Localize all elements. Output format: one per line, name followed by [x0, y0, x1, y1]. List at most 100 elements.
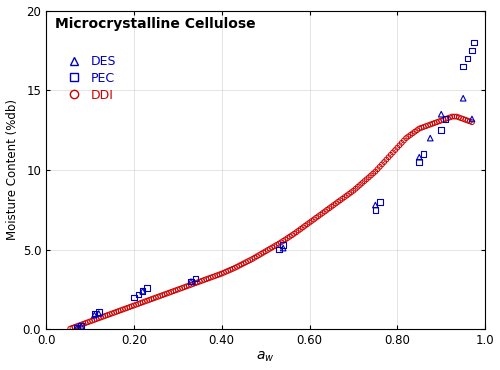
PEC [95, 309, 103, 315]
DDI [176, 286, 184, 292]
DES [372, 202, 380, 208]
PEC [442, 116, 450, 122]
DDI [462, 117, 469, 123]
DDI [216, 272, 224, 278]
DDI [450, 114, 458, 120]
DDI [248, 256, 256, 262]
DDI [316, 212, 324, 218]
DDI [226, 267, 234, 273]
DDI [466, 118, 474, 124]
DDI [306, 220, 314, 226]
PEC [416, 159, 424, 165]
DDI [321, 208, 329, 214]
DDI [255, 252, 263, 258]
DDI [198, 278, 206, 284]
DDI [301, 223, 309, 229]
DES [77, 323, 85, 329]
DDI [420, 124, 428, 130]
DDI [367, 172, 375, 178]
DES [138, 288, 146, 294]
DDI [330, 202, 338, 208]
DDI [299, 225, 307, 231]
DDI [104, 312, 112, 318]
PEC [464, 56, 471, 61]
DDI [286, 234, 294, 240]
DDI [382, 157, 390, 162]
DDI [380, 159, 388, 165]
DDI [228, 266, 236, 272]
DDI [262, 248, 270, 254]
PEC [279, 242, 287, 248]
DDI [121, 306, 129, 312]
DDI [77, 322, 85, 327]
DDI [464, 118, 471, 124]
DDI [238, 262, 246, 268]
DDI [141, 299, 149, 305]
PEC [130, 295, 138, 300]
PEC [459, 63, 467, 69]
DDI [328, 204, 336, 210]
DDI [372, 169, 380, 175]
DDI [428, 121, 436, 127]
DDI [112, 309, 120, 315]
DDI [389, 149, 397, 155]
DDI [440, 117, 448, 123]
DDI [231, 265, 239, 271]
DDI [95, 315, 103, 321]
DDI [270, 243, 278, 249]
DDI [150, 295, 158, 301]
DDI [374, 166, 382, 172]
DDI [292, 229, 300, 235]
DDI [290, 231, 298, 237]
DDI [90, 317, 98, 323]
DDI [386, 152, 394, 158]
Y-axis label: Moisture Content (%db): Moisture Content (%db) [6, 100, 18, 240]
DDI [253, 253, 261, 259]
DDI [165, 290, 173, 296]
DDI [308, 218, 316, 224]
DDI [170, 288, 177, 294]
DDI [86, 319, 94, 324]
DDI [84, 319, 92, 325]
DES [90, 312, 98, 318]
DDI [160, 291, 168, 297]
DDI [119, 306, 127, 312]
DDI [134, 301, 142, 307]
DDI [312, 215, 320, 221]
DDI [209, 274, 217, 280]
DDI [318, 210, 326, 216]
DDI [106, 311, 114, 317]
PEC [90, 310, 98, 316]
DDI [277, 239, 285, 245]
DDI [114, 308, 122, 314]
DDI [224, 268, 232, 274]
DDI [326, 205, 334, 211]
DDI [126, 304, 134, 310]
DDI [402, 135, 410, 141]
X-axis label: $a_w$: $a_w$ [256, 350, 275, 364]
DDI [97, 314, 105, 320]
DDI [218, 270, 226, 276]
DDI [130, 303, 138, 309]
DDI [222, 269, 230, 275]
DDI [275, 240, 283, 246]
PEC [376, 199, 384, 205]
DDI [400, 138, 408, 144]
DDI [200, 277, 208, 283]
DDI [394, 145, 402, 151]
PEC [77, 323, 85, 329]
DDI [304, 221, 312, 227]
DDI [334, 199, 342, 205]
DDI [288, 232, 296, 238]
DES [468, 116, 476, 122]
DDI [82, 320, 90, 326]
DDI [136, 300, 144, 306]
DDI [88, 318, 96, 324]
DDI [202, 276, 210, 282]
PEC [372, 207, 380, 213]
DDI [236, 263, 244, 269]
DDI [340, 194, 348, 200]
DDI [272, 242, 280, 248]
DDI [196, 279, 204, 285]
DDI [404, 134, 412, 139]
